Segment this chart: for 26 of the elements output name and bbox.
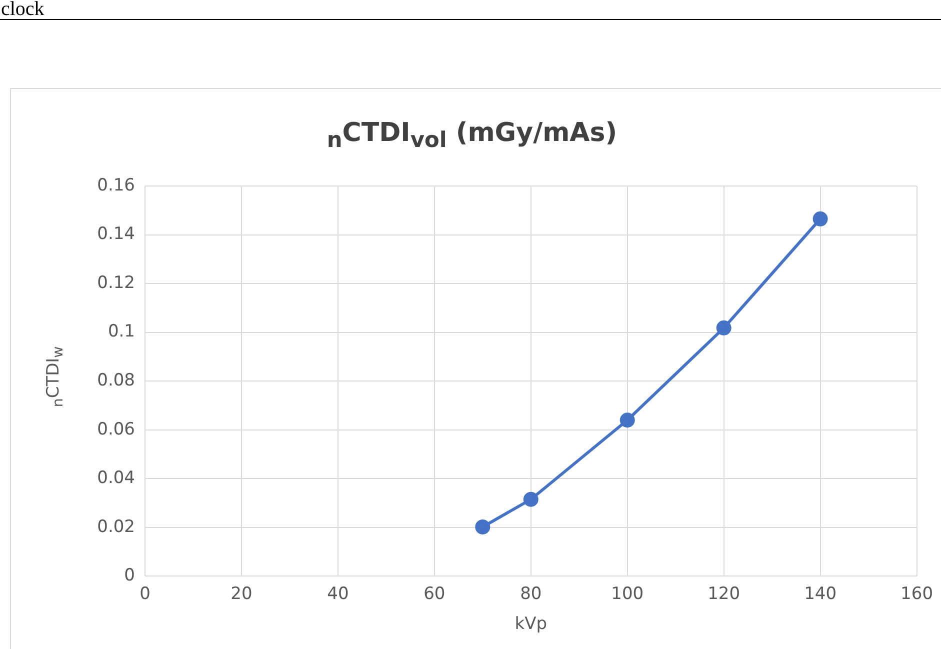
x-tick-label: 20 xyxy=(230,584,252,604)
y-tick-label: 0.14 xyxy=(97,224,135,244)
y-tick-label: 0.16 xyxy=(97,175,135,196)
x-axis-title: kVp xyxy=(514,614,548,634)
y-tick-label: 0 xyxy=(124,566,135,586)
y-tick-label: 0.04 xyxy=(97,468,135,488)
x-tick-label: 40 xyxy=(327,584,349,604)
x-tick-label: 160 xyxy=(900,584,934,604)
point xyxy=(812,211,828,226)
y-tick-label: 0.08 xyxy=(97,370,135,391)
point xyxy=(716,320,732,336)
x-tick-label: 60 xyxy=(424,584,446,604)
x-tick-label: 80 xyxy=(520,584,542,604)
x-tick-label: 100 xyxy=(611,584,644,604)
y-tick-label: 0.12 xyxy=(97,272,135,293)
x-tick-label: 0 xyxy=(140,584,150,604)
chart-title: $_{n}$CTDI$_{vol}$ (mGy/mAs) xyxy=(326,118,618,154)
y-tick-label: 0.06 xyxy=(97,419,135,440)
point xyxy=(620,412,635,428)
y-tick-label: 0.1 xyxy=(108,322,135,342)
point xyxy=(475,519,490,534)
y-tick-label: 0.02 xyxy=(97,516,135,537)
x-tick-label: 120 xyxy=(708,584,740,604)
text: clock xyxy=(1,0,44,21)
point xyxy=(523,492,538,507)
x-tick-label: 140 xyxy=(804,584,837,604)
